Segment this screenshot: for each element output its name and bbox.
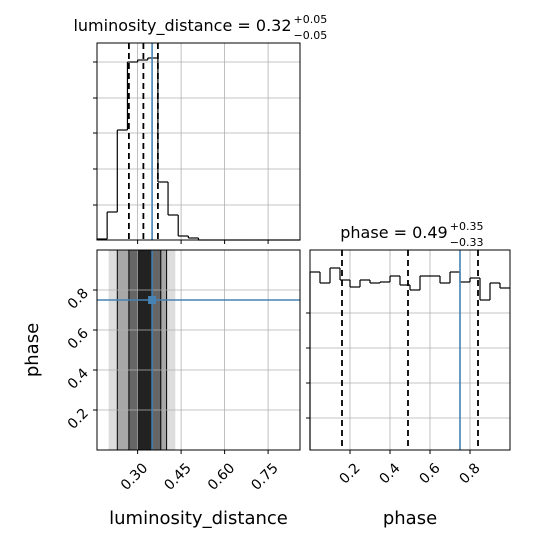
panel-frame [309, 249, 511, 451]
y-axis-label: phase [22, 323, 43, 377]
x-tick-label: 0.8 [457, 460, 484, 487]
x-tick-label: 0.4 [377, 460, 404, 487]
title-minus: −0.33 [450, 236, 484, 249]
x-tick-label: 0.60 [205, 460, 238, 493]
panel-frame [96, 42, 301, 241]
panel-title: luminosity_distance = 0.32 [73, 16, 291, 36]
title-plus: +0.05 [294, 13, 328, 26]
x-tick-label: 0.6 [417, 460, 444, 487]
x-tick-label: 0.45 [161, 460, 194, 493]
panel-title: phase = 0.49 [340, 223, 447, 242]
y-tick-label: 0.8 [65, 286, 92, 313]
x-tick-label: 0.75 [248, 460, 281, 493]
x-axis-label: luminosity_distance [109, 508, 288, 529]
density-band [137, 249, 153, 451]
x-tick-label: 0.30 [118, 460, 151, 493]
y-tick-label: 0.4 [65, 365, 92, 392]
panel-frame [96, 249, 301, 451]
x-axis-label: phase [383, 508, 437, 529]
x-tick-label: 0.2 [337, 460, 364, 487]
truth-point [148, 296, 157, 304]
y-tick-label: 0.6 [65, 325, 92, 352]
title-minus: −0.05 [294, 29, 328, 42]
y-tick-label: 0.2 [65, 406, 92, 433]
title-plus: +0.35 [450, 220, 484, 233]
